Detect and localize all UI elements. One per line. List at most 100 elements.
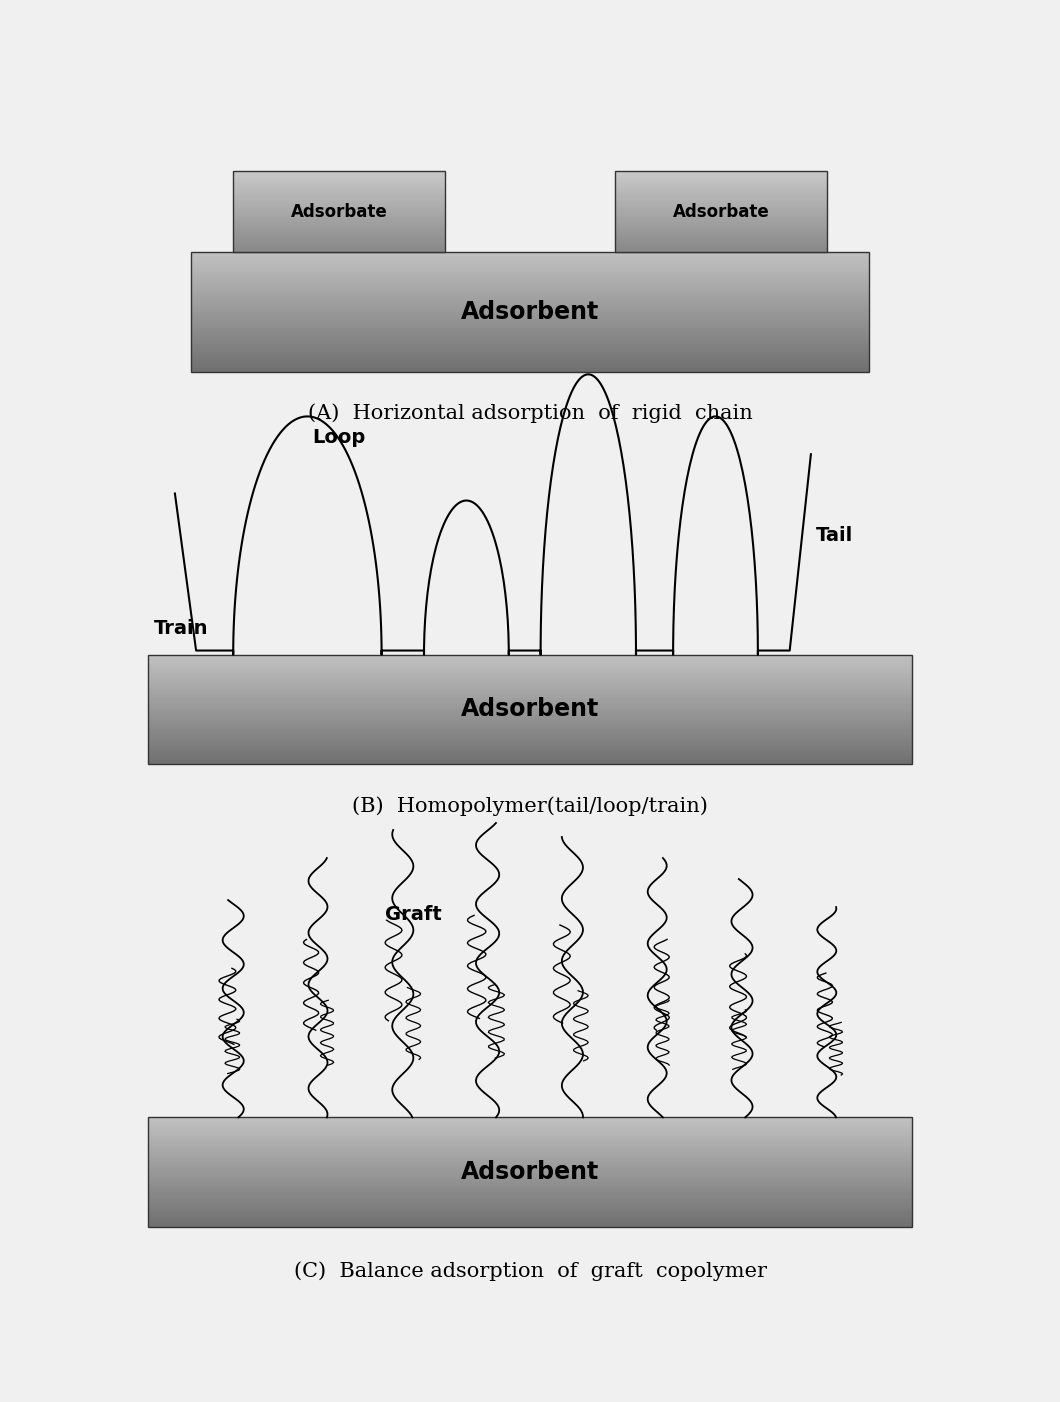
Bar xyxy=(615,213,827,216)
Bar xyxy=(191,313,869,314)
Bar xyxy=(615,210,827,212)
Bar xyxy=(148,1140,912,1141)
Bar xyxy=(191,266,869,268)
Bar xyxy=(191,265,869,266)
Bar xyxy=(148,1172,912,1173)
Bar xyxy=(615,230,827,231)
Bar xyxy=(148,750,912,751)
Bar xyxy=(233,171,445,252)
Bar xyxy=(615,171,827,172)
Bar xyxy=(148,709,912,711)
Bar xyxy=(148,1137,912,1140)
Bar xyxy=(148,1131,912,1134)
Bar xyxy=(148,732,912,733)
Bar xyxy=(148,1180,912,1183)
Bar xyxy=(148,1164,912,1165)
Bar xyxy=(148,1203,912,1204)
Bar xyxy=(233,247,445,248)
Bar xyxy=(148,746,912,747)
Bar xyxy=(148,1159,912,1161)
Bar xyxy=(148,1207,912,1209)
Bar xyxy=(191,358,869,360)
Bar xyxy=(148,1130,912,1131)
Bar xyxy=(148,711,912,714)
Bar xyxy=(233,212,445,213)
Bar xyxy=(148,1147,912,1148)
Bar xyxy=(191,320,869,322)
Bar xyxy=(148,691,912,693)
Bar xyxy=(191,271,869,272)
Bar xyxy=(615,175,827,177)
Bar xyxy=(148,1214,912,1216)
Bar xyxy=(615,222,827,224)
Bar xyxy=(148,655,912,656)
Bar xyxy=(615,240,827,243)
Bar xyxy=(191,257,869,258)
Bar xyxy=(148,1123,912,1124)
Bar xyxy=(148,666,912,667)
Bar xyxy=(148,722,912,723)
Bar xyxy=(191,353,869,356)
Text: (A)  Horizontal adsorption  of  rigid  chain: (A) Horizontal adsorption of rigid chain xyxy=(307,404,753,423)
Text: Adsorbate: Adsorbate xyxy=(290,203,388,220)
Bar xyxy=(148,1186,912,1189)
Bar xyxy=(615,199,827,202)
Bar xyxy=(148,693,912,695)
Bar xyxy=(148,753,912,754)
Bar xyxy=(233,206,445,207)
Bar xyxy=(148,716,912,718)
Bar xyxy=(233,171,445,172)
Bar xyxy=(148,1197,912,1199)
Bar xyxy=(233,236,445,238)
Bar xyxy=(148,1185,912,1186)
Bar xyxy=(191,304,869,306)
Bar xyxy=(191,278,869,280)
Bar xyxy=(233,229,445,230)
Bar xyxy=(148,1223,912,1225)
Bar xyxy=(148,736,912,739)
Bar xyxy=(148,1178,912,1179)
Bar xyxy=(148,680,912,681)
Bar xyxy=(233,207,445,210)
Bar xyxy=(615,179,827,181)
Bar xyxy=(615,212,827,213)
Bar xyxy=(191,289,869,290)
Bar xyxy=(191,280,869,282)
Bar xyxy=(615,224,827,226)
Bar xyxy=(615,195,827,198)
Bar xyxy=(148,721,912,722)
Bar xyxy=(191,285,869,286)
Bar xyxy=(191,310,869,311)
Bar xyxy=(148,704,912,705)
Bar xyxy=(233,210,445,212)
Bar xyxy=(191,275,869,276)
Bar xyxy=(191,328,869,329)
Bar xyxy=(148,757,912,758)
Bar xyxy=(148,718,912,721)
Bar xyxy=(233,224,445,226)
Bar xyxy=(191,299,869,300)
Bar xyxy=(148,1165,912,1166)
Bar xyxy=(615,177,827,179)
Bar xyxy=(191,292,869,294)
Bar xyxy=(233,203,445,206)
Text: Adsorbate: Adsorbate xyxy=(672,203,770,220)
Bar xyxy=(233,184,445,185)
Bar xyxy=(148,754,912,757)
Bar xyxy=(148,695,912,697)
Bar xyxy=(233,198,445,199)
Bar xyxy=(615,181,827,184)
Bar xyxy=(148,1209,912,1210)
Bar xyxy=(148,660,912,662)
Bar xyxy=(233,251,445,252)
Bar xyxy=(615,189,827,191)
Bar xyxy=(191,268,869,271)
Bar xyxy=(191,367,869,370)
Bar xyxy=(148,705,912,708)
Bar xyxy=(148,1192,912,1195)
Bar xyxy=(148,1171,912,1172)
Bar xyxy=(148,1152,912,1154)
Bar xyxy=(148,667,912,669)
Bar xyxy=(615,220,827,222)
Bar xyxy=(615,216,827,217)
